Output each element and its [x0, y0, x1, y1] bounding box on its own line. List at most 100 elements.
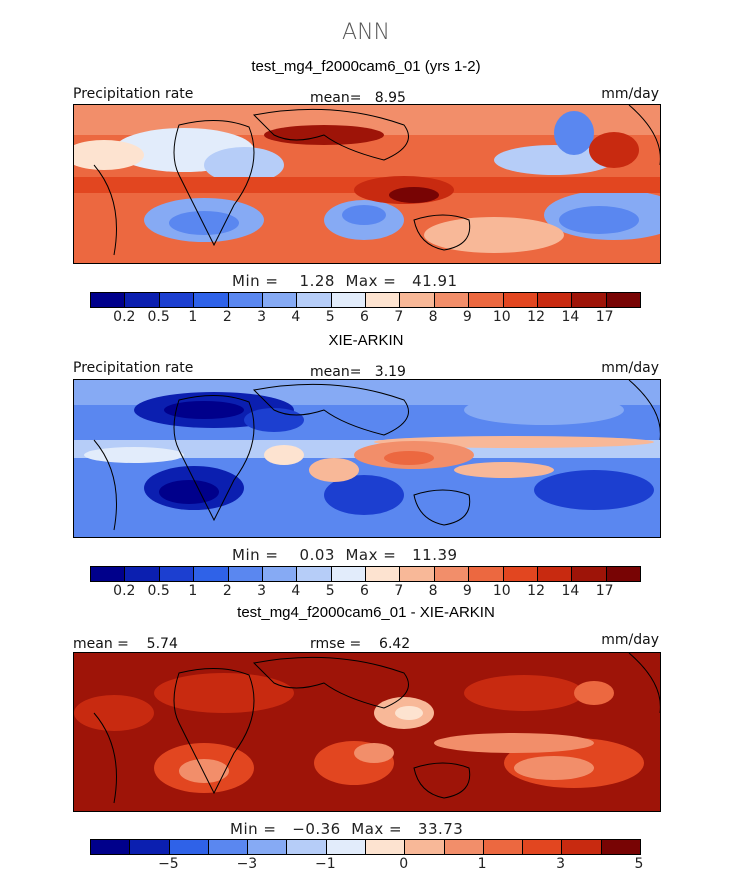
panel-1-units: mm/day [601, 86, 659, 102]
colorbar-tick: 0 [399, 856, 409, 872]
color-swatch [503, 567, 538, 581]
colorbar-tick: 3 [257, 309, 267, 325]
colorbar-tick: −1 [314, 856, 336, 872]
colorbar-tick: 1 [477, 856, 487, 872]
color-swatch [434, 293, 470, 307]
colorbar-tick: 12 [527, 583, 546, 599]
color-swatch [297, 293, 332, 307]
color-swatch [400, 567, 435, 581]
colorbar-tick: 4 [291, 583, 301, 599]
color-swatch [91, 840, 131, 854]
colorbar-tick: 1 [188, 309, 198, 325]
colorbar-tick: 0.5 [147, 309, 170, 325]
colorbar-tick: 2 [222, 583, 232, 599]
panel-2-mean: mean= 3.19 [310, 364, 406, 380]
colorbar-tick: 10 [492, 309, 511, 325]
colorbar-tick: 10 [492, 583, 511, 599]
panel-1-title: test_mg4_f2000cam6_01 (yrs 1-2) [251, 58, 481, 75]
color-swatch [194, 567, 229, 581]
panel-3-units: mm/day [601, 632, 659, 648]
panel-2-units: mm/day [601, 360, 659, 376]
colorbar-tick: 17 [595, 583, 614, 599]
color-swatch [262, 567, 298, 581]
color-swatch [91, 293, 126, 307]
color-swatch [483, 840, 524, 854]
colorbar-tick: 12 [527, 309, 546, 325]
panel-2-variable-label: Precipitation rate [73, 360, 194, 376]
color-swatch [606, 293, 640, 307]
color-swatch [572, 293, 607, 307]
colorbar-tick: 14 [561, 309, 580, 325]
color-swatch [562, 840, 602, 854]
panel-1-colorbar-labels: 0.2 0.5 1 2 3 4 5 6 7 8 9 10 12 14 17 [90, 309, 639, 327]
panel-1-colorbar [90, 292, 641, 308]
color-swatch [287, 840, 327, 854]
color-swatch [326, 840, 366, 854]
panel-1-minmax: Min = 1.28 Max = 41.91 [232, 272, 458, 290]
colorbar-tick: 0.2 [113, 309, 136, 325]
panel-3-map [73, 652, 661, 812]
panel-3-mean: mean = 5.74 [73, 636, 178, 652]
panel-2-title: XIE-ARKIN [328, 332, 404, 349]
color-swatch [444, 840, 484, 854]
colorbar-tick: 3 [257, 583, 267, 599]
colorbar-tick: 14 [561, 583, 580, 599]
panel-3-field [74, 653, 660, 811]
color-swatch [125, 293, 160, 307]
color-swatch [469, 293, 504, 307]
panel-1-field [74, 105, 660, 263]
color-swatch [400, 293, 435, 307]
colorbar-tick: 7 [394, 583, 404, 599]
color-swatch [523, 840, 563, 854]
colorbar-tick: 5 [325, 309, 335, 325]
color-swatch [331, 567, 366, 581]
colorbar-tick: 0.2 [113, 583, 136, 599]
colorbar-tick: 9 [462, 583, 472, 599]
panel-1-map [73, 104, 661, 264]
color-swatch [130, 840, 170, 854]
colorbar-tick: 1 [188, 583, 198, 599]
panel-1-variable-label: Precipitation rate [73, 86, 194, 102]
color-swatch [159, 567, 195, 581]
color-swatch [601, 840, 640, 854]
panel-3-title: test_mg4_f2000cam6_01 - XIE-ARKIN [237, 604, 495, 621]
color-swatch [366, 293, 401, 307]
color-swatch [434, 567, 470, 581]
color-swatch [366, 567, 401, 581]
color-swatch [537, 567, 573, 581]
color-swatch [606, 567, 640, 581]
colorbar-tick: 9 [462, 309, 472, 325]
color-swatch [297, 567, 332, 581]
panel-2-minmax: Min = 0.03 Max = 11.39 [232, 546, 458, 564]
season-label: ANN [342, 20, 390, 45]
colorbar-tick: −5 [158, 856, 179, 872]
panel-2-colorbar-labels: 0.2 0.5 1 2 3 4 5 6 7 8 9 10 12 14 17 [90, 583, 639, 601]
colorbar-tick: 8 [428, 309, 438, 325]
colorbar-tick: 6 [360, 583, 369, 599]
color-swatch [262, 293, 298, 307]
colorbar-tick: 8 [428, 583, 438, 599]
color-swatch [503, 293, 538, 307]
colorbar-tick: 5 [325, 583, 335, 599]
panel-1-mean: mean= 8.95 [310, 90, 406, 106]
color-swatch [469, 567, 504, 581]
colorbar-tick: −3 [236, 856, 258, 872]
color-swatch [365, 840, 406, 854]
panel-3-minmax: Min = −0.36 Max = 33.73 [230, 820, 464, 838]
panel-2-field [74, 380, 660, 537]
panel-3-colorbar [90, 839, 641, 855]
colorbar-tick: 6 [360, 309, 369, 325]
color-swatch [228, 567, 263, 581]
panel-3-colorbar-labels: −5 −3 −1 0 1 3 5 [90, 856, 643, 874]
panel-2-map [73, 379, 661, 538]
color-swatch [169, 840, 209, 854]
color-swatch [405, 840, 445, 854]
color-swatch [194, 293, 229, 307]
colorbar-tick: 4 [291, 309, 301, 325]
panel-3-rmse: rmse = 6.42 [310, 636, 411, 652]
colorbar-tick: 7 [394, 309, 404, 325]
colorbar-tick: 3 [556, 856, 566, 872]
color-swatch [572, 567, 607, 581]
color-swatch [537, 293, 573, 307]
color-swatch [331, 293, 366, 307]
